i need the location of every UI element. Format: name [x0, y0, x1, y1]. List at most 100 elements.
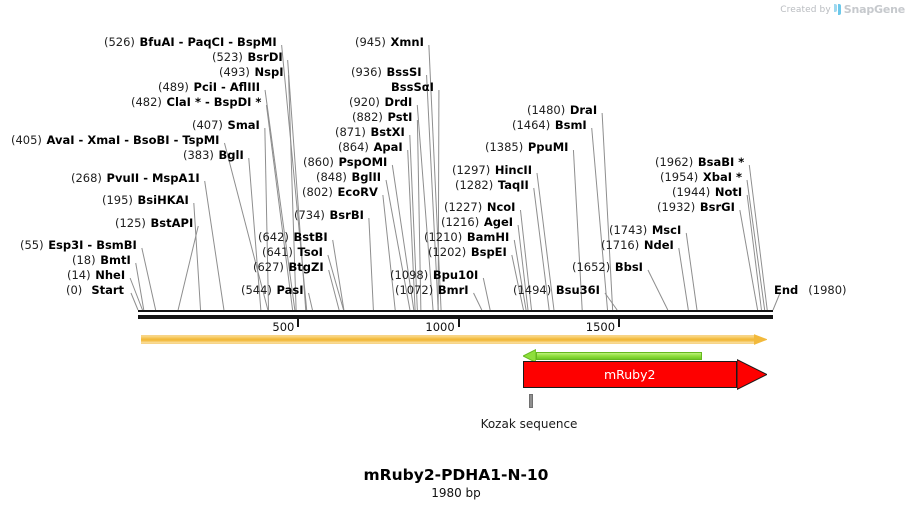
- enzyme-position: (1716): [601, 238, 640, 252]
- enzyme-label[interactable]: (1216) AgeI: [441, 216, 513, 228]
- enzyme-name: NcoI: [486, 200, 516, 214]
- enzyme-label[interactable]: (882) PstI: [352, 111, 412, 123]
- ruler-tick-1500: [618, 318, 621, 327]
- end-position: (1980): [808, 283, 847, 297]
- enzyme-name: BmrI: [437, 283, 469, 297]
- enzyme-label[interactable]: (1072) BmrI: [395, 284, 469, 296]
- enzyme-name: BstBI: [293, 230, 328, 244]
- enzyme-label[interactable]: (848) BglII: [316, 171, 381, 183]
- enzyme-position: (383): [183, 148, 214, 162]
- enzyme-name: HincII: [494, 163, 532, 177]
- enzyme-label[interactable]: (860) PspOMI: [303, 156, 387, 168]
- enzyme-label[interactable]: (125) BstAPI: [115, 217, 193, 229]
- enzyme-position: (1494): [513, 283, 552, 297]
- enzyme-label[interactable]: (936) BssSI: [351, 66, 422, 78]
- enzyme-label[interactable]: (627) BtgZI: [253, 261, 324, 273]
- enzyme-name: PvuII - MspA1I: [106, 171, 200, 185]
- enzyme-position: (642): [258, 230, 289, 244]
- enzyme-position: (1932): [657, 200, 696, 214]
- enzyme-name: BsmI: [554, 118, 587, 132]
- enzyme-label[interactable]: (1494) Bsu36I: [513, 284, 600, 296]
- enzyme-label[interactable]: (1944) NotI: [672, 186, 742, 198]
- enzyme-name: BssSI: [386, 65, 422, 79]
- enzyme-position: (936): [351, 65, 382, 79]
- enzyme-name: XbaI *: [702, 170, 742, 184]
- enzyme-position: (1072): [395, 283, 434, 297]
- feature-mruby2-body: [522, 361, 737, 388]
- enzyme-label[interactable]: (1297) HincII: [452, 164, 532, 176]
- enzyme-name: TsoI: [297, 245, 323, 259]
- sequence-backbone-bottom: [138, 315, 773, 319]
- enzyme-name: DrdI: [384, 95, 413, 109]
- enzyme-label[interactable]: (55) Esp3I - BsmBI: [20, 239, 137, 251]
- sequence-length-label: 1980 bp: [431, 486, 481, 500]
- enzyme-name: AgeI: [483, 215, 514, 229]
- enzyme-label[interactable]: (1464) BsmI: [512, 119, 587, 131]
- enzyme-label[interactable]: (482) ClaI * - BspDI *: [131, 96, 261, 108]
- enzyme-label[interactable]: (489) PciI - AflIII: [158, 81, 260, 93]
- enzyme-label[interactable]: (1227) NcoI: [444, 201, 515, 213]
- enzyme-position: (1962): [655, 155, 694, 169]
- enzyme-label[interactable]: (864) ApaI: [338, 141, 403, 153]
- enzyme-label[interactable]: (734) BsrBI: [294, 209, 364, 221]
- enzyme-name: PspOMI: [338, 155, 388, 169]
- enzyme-position: (1385): [485, 140, 524, 154]
- enzyme-label[interactable]: (1652) BbsI: [572, 261, 643, 273]
- enzyme-label[interactable]: (405) AvaI - XmaI - BsoBI - TspMI: [11, 134, 219, 146]
- enzyme-name: BglI: [218, 148, 244, 162]
- enzyme-label[interactable]: (802) EcoRV: [302, 186, 378, 198]
- enzyme-label[interactable]: (642) BstBI: [258, 231, 328, 243]
- ruler-label-500: 500: [272, 320, 295, 334]
- enzyme-name: PpuMI: [527, 140, 569, 154]
- enzyme-label[interactable]: (195) BsiHKAI: [102, 194, 189, 206]
- enzyme-label[interactable]: (1962) BsaBI *: [655, 156, 744, 168]
- enzyme-label[interactable]: (526) BfuAI - PaqCI - BspMI: [104, 36, 277, 48]
- enzyme-label[interactable]: (383) BglI: [183, 149, 244, 161]
- enzyme-label[interactable]: (1743) MscI: [609, 224, 681, 236]
- enzyme-label[interactable]: (1480) DraI: [527, 104, 597, 116]
- enzyme-label[interactable]: BssSαI: [391, 81, 434, 93]
- enzyme-label[interactable]: (1202) BspEI: [428, 246, 507, 258]
- enzyme-position: (125): [115, 216, 146, 230]
- enzyme-label[interactable]: (871) BstXI: [335, 126, 405, 138]
- feature-mruby2[interactable]: mRuby2: [522, 359, 767, 390]
- enzyme-label[interactable]: (1282) TaqII: [455, 179, 529, 191]
- feature-mruby2-label: mRuby2: [603, 367, 656, 382]
- enzyme-name: BspEI: [470, 245, 507, 259]
- enzyme-label[interactable]: (1210) BamHI: [424, 231, 509, 243]
- enzyme-label[interactable]: (523) BsrDI: [212, 51, 283, 63]
- enzyme-name: BstAPI: [150, 216, 194, 230]
- enzyme-label[interactable]: (920) DrdI: [349, 96, 412, 108]
- enzyme-label[interactable]: (641) TsoI: [262, 246, 323, 258]
- enzyme-position: (544): [241, 283, 272, 297]
- enzyme-label[interactable]: (493) NspI: [219, 66, 284, 78]
- feature-green-cds[interactable]: [522, 349, 703, 363]
- enzyme-position: (802): [302, 185, 333, 199]
- enzyme-label[interactable]: (544) PasI: [241, 284, 304, 296]
- watermark-created-by: Created by: [780, 4, 831, 15]
- enzyme-name: NheI: [95, 268, 126, 282]
- enzyme-name: NotI: [714, 185, 743, 199]
- enzyme-name: PasI: [276, 283, 304, 297]
- feature-orange-backbone[interactable]: [140, 334, 767, 345]
- enzyme-name: DraI: [569, 103, 598, 117]
- kozak-sequence-tick[interactable]: [529, 394, 533, 408]
- enzyme-label[interactable]: (1932) BsrGI: [657, 201, 735, 213]
- enzyme-label[interactable]: (14) NheI: [67, 269, 125, 281]
- enzyme-label[interactable]: (1098) Bpu10I: [390, 269, 478, 281]
- enzyme-label[interactable]: (1385) PpuMI: [485, 141, 568, 153]
- enzyme-name: AvaI - XmaI - BsoBI - TspMI: [46, 133, 220, 147]
- enzyme-name: BstXI: [370, 125, 405, 139]
- enzyme-position: (493): [219, 65, 250, 79]
- enzyme-label[interactable]: (1954) XbaI *: [660, 171, 742, 183]
- enzyme-name: NspI: [254, 65, 284, 79]
- enzyme-position: (1098): [390, 268, 429, 282]
- enzyme-position: (407): [192, 118, 223, 132]
- enzyme-label[interactable]: (268) PvuII - MspA1I: [71, 172, 200, 184]
- enzyme-label[interactable]: (18) BmtI: [72, 254, 131, 266]
- enzyme-label[interactable]: (1716) NdeI: [601, 239, 674, 251]
- enzyme-label[interactable]: (407) SmaI: [192, 119, 260, 131]
- enzyme-label[interactable]: (945) XmnI: [355, 36, 424, 48]
- enzyme-position: (1652): [572, 260, 611, 274]
